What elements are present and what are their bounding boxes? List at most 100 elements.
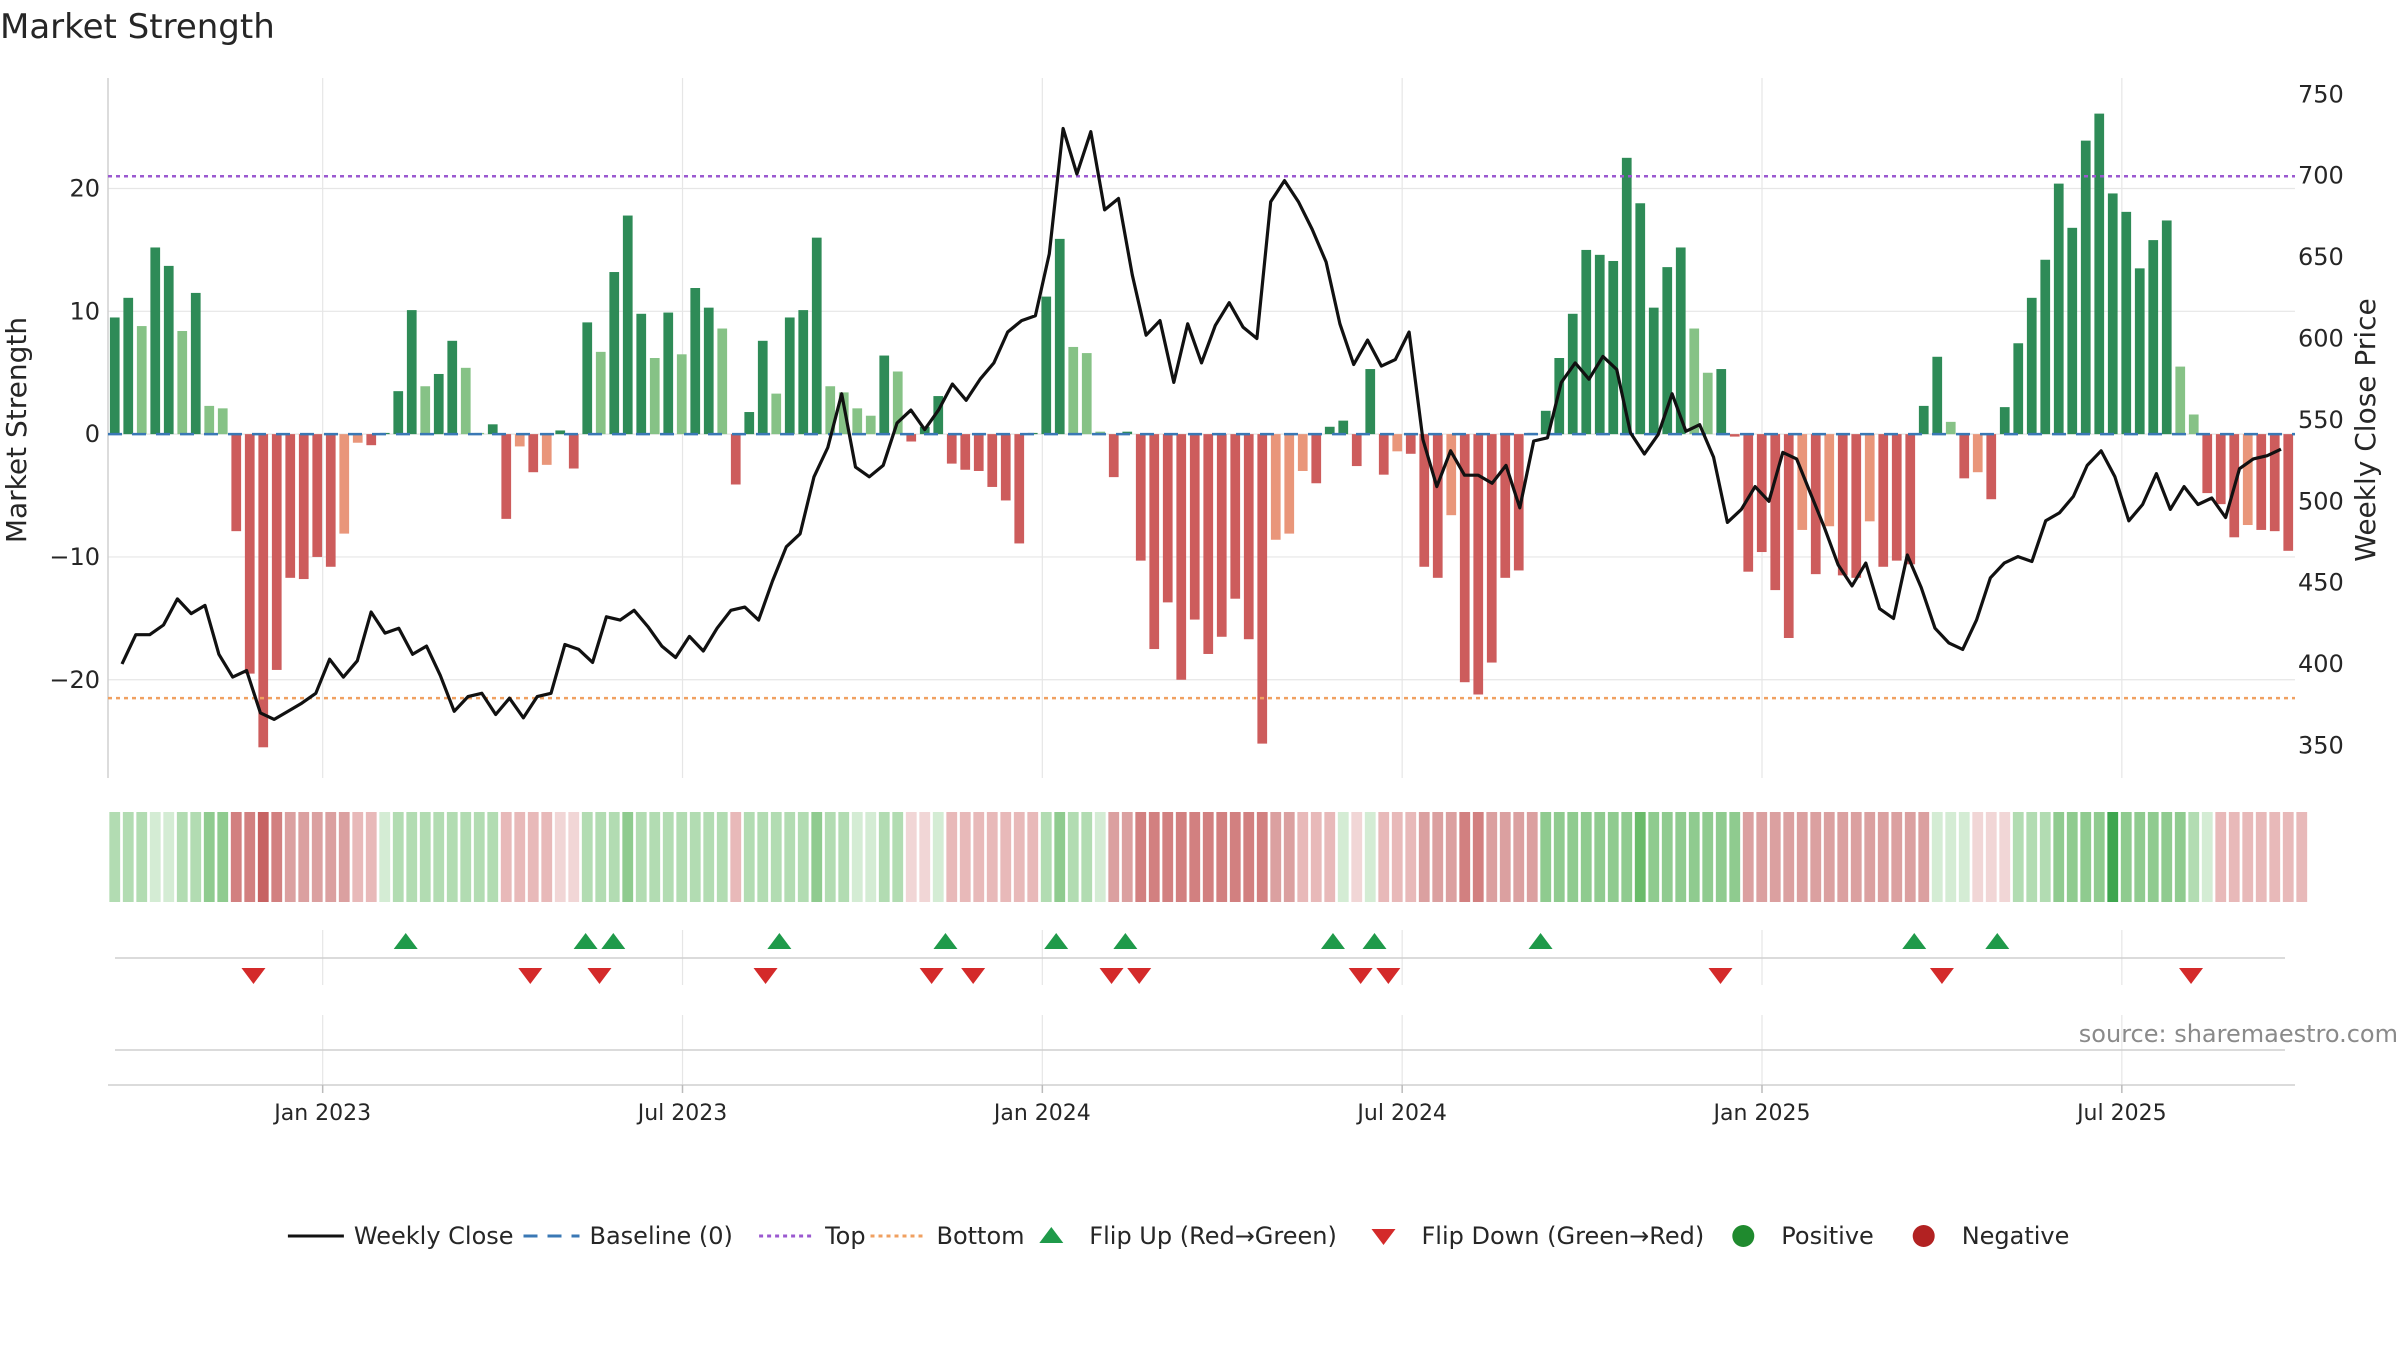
right-tick-label: 550 (2298, 406, 2344, 434)
weekly-close-polyline (120, 126, 2282, 722)
heatmap-cell (1337, 812, 1349, 902)
strength-bar (798, 310, 809, 435)
heatmap-cell (325, 812, 337, 902)
heatmap-cell (1297, 812, 1309, 902)
strength-bar (1432, 434, 1443, 578)
strength-bar (1891, 434, 1902, 561)
heatmap-cell (1796, 812, 1808, 902)
strength-bar (1864, 434, 1875, 522)
right-axis-ticks: 350 400 450 500 550 600 650 700 750 (2298, 80, 2344, 759)
heatmap-cell (1661, 812, 1673, 902)
strength-bar (150, 247, 161, 435)
strength-bar (163, 265, 174, 435)
right-tick-label: 750 (2298, 80, 2344, 108)
heatmap-cell (1513, 812, 1525, 902)
strength-bar (1972, 434, 1983, 473)
x-tick-label: Jul 2025 (2075, 1101, 2167, 1126)
heatmap-cell (1702, 812, 1714, 902)
strength-bar (933, 396, 944, 435)
heatmap-cell (1229, 812, 1241, 902)
strength-bar (1392, 434, 1403, 452)
heatmap-cell (1121, 812, 1133, 902)
heatmap-cell (176, 812, 188, 902)
heatmap-cell (1256, 812, 1268, 902)
x-tick-label: Jan 2023 (272, 1101, 371, 1126)
strength-bar (987, 434, 998, 487)
strength-bar (717, 328, 728, 435)
strength-bar (730, 434, 741, 485)
heatmap-cell (662, 812, 674, 902)
legend-item: Flip Up (Red→Green) (1039, 1222, 1337, 1250)
flip-down-marker (1708, 968, 1733, 984)
legend-item: Positive (1732, 1222, 1874, 1250)
heatmap-cell (1472, 812, 1484, 902)
heatmap-cell (2269, 812, 2281, 902)
heatmap-cell (2080, 812, 2092, 902)
strength-bar (393, 391, 404, 435)
legend-item: Bottom (870, 1222, 1025, 1250)
strength-bar (690, 288, 701, 435)
heatmap-cell (365, 812, 377, 902)
heatmap-cell (2039, 812, 2051, 902)
strength-bar (1243, 434, 1254, 640)
strength-bar (339, 434, 350, 534)
x-tick-label: Jan 2025 (1712, 1101, 1811, 1126)
strength-bar (1500, 434, 1511, 578)
heatmap-cell (1108, 812, 1120, 902)
heatmap-cell (1162, 812, 1174, 902)
right-tick-label: 650 (2298, 243, 2344, 271)
heatmap-cell (1783, 812, 1795, 902)
heatmap-cell (1985, 812, 1997, 902)
legend-label: Bottom (937, 1222, 1025, 1250)
strength-bar (1743, 434, 1754, 572)
strength-bar (541, 434, 552, 465)
heatmap-cell (946, 812, 958, 902)
legend-label: Flip Down (Green→Red) (1422, 1222, 1705, 1250)
right-tick-label: 400 (2298, 650, 2344, 678)
heatmap-cell (230, 812, 242, 902)
heatmap-cell (1864, 812, 1876, 902)
flip-up-marker (573, 933, 598, 949)
strength-bar (1216, 434, 1227, 637)
heatmap-cell (1499, 812, 1511, 902)
strength-bar (555, 430, 566, 435)
heatmap-cell (703, 812, 715, 902)
strength-bar (2269, 434, 2280, 532)
heatmap-cell (1891, 812, 1903, 902)
heatmap-cell (1216, 812, 1228, 902)
heatmap-cell (1324, 812, 1336, 902)
heatmap-cell (109, 812, 121, 902)
flip-up-marker (1320, 933, 1345, 949)
heatmap-cell (2201, 812, 2213, 902)
strength-bar (406, 310, 417, 435)
strength-bar (366, 434, 377, 446)
heatmap-cell (1823, 812, 1835, 902)
strength-bar (960, 434, 971, 470)
heatmap-cell (1418, 812, 1430, 902)
strength-bar (1932, 356, 1943, 435)
flip-up-marker (1985, 933, 2010, 949)
heatmap-cell (1553, 812, 1565, 902)
strength-bar (190, 292, 201, 435)
heatmap-cell (1837, 812, 1849, 902)
legend-item: Flip Down (Green→Red) (1371, 1222, 1705, 1250)
heatmap-cell (446, 812, 458, 902)
flip-down-marker (753, 968, 778, 984)
strength-bar (2040, 259, 2051, 435)
strength-bar (433, 373, 444, 435)
heatmap-cell (1081, 812, 1093, 902)
strength-bar (1297, 434, 1308, 471)
strength-bar (1338, 420, 1349, 435)
strength-bar (825, 386, 836, 435)
heatmap-cell (1715, 812, 1727, 902)
strength-bar (2013, 343, 2024, 435)
heatmap-cell (1742, 812, 1754, 902)
strength-bar (1648, 307, 1659, 435)
heatmap-cell (2255, 812, 2267, 902)
strength-bar (2202, 434, 2213, 494)
weekly-close-line (120, 126, 2282, 722)
strength-bar (1068, 346, 1079, 435)
strength-bar (1162, 434, 1173, 603)
heatmap-cell (730, 812, 742, 902)
